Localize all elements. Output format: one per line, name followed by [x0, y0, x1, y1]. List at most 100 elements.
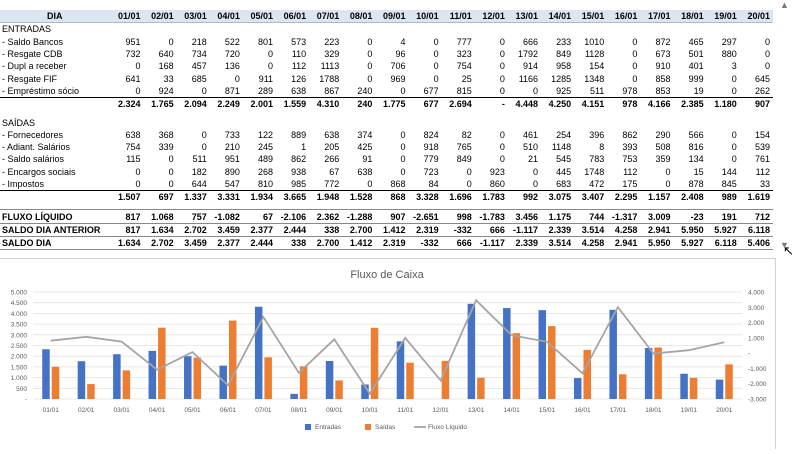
cell-value[interactable]	[309, 116, 342, 128]
cell-value[interactable]: 640	[158, 49, 174, 60]
cell-value[interactable]	[508, 23, 541, 36]
cell-value[interactable]: 2.094	[176, 97, 210, 111]
cell-value[interactable]: 938	[291, 166, 307, 177]
cell-value[interactable]	[276, 23, 309, 36]
cell-value[interactable]: 2.700	[342, 222, 376, 237]
cell-value[interactable]: 765	[456, 142, 472, 153]
cell-value[interactable]: 205	[324, 142, 340, 153]
row-label[interactable]: - Saldo Bancos	[2, 36, 64, 47]
cell-value[interactable]: 425	[357, 142, 373, 153]
cell-value[interactable]: 911	[258, 73, 274, 84]
cell-value[interactable]: 862	[291, 154, 307, 165]
cell-value[interactable]: 5.406	[739, 236, 773, 251]
cell-value[interactable]: 297	[721, 36, 737, 47]
cell-value[interactable]: 0	[731, 142, 737, 153]
cell-value[interactable]: 1.948	[309, 190, 343, 204]
cell-value[interactable]: 0	[764, 61, 770, 72]
cell-value[interactable]: 2.702	[143, 236, 177, 251]
cell-value[interactable]: 978	[607, 97, 641, 111]
cell-value[interactable]: -1.117	[507, 222, 542, 237]
cell-value[interactable]: 2.385	[673, 97, 707, 111]
cell-value[interactable]	[375, 116, 408, 128]
cell-value[interactable]: 815	[456, 85, 472, 96]
cell-value[interactable]: 889	[291, 129, 307, 140]
cell-value[interactable]: 697	[143, 190, 177, 204]
cell-value[interactable]: 907	[739, 97, 773, 111]
cell-value[interactable]: 5.927	[673, 236, 707, 251]
cell-value[interactable]: 817	[110, 209, 144, 224]
cell-value[interactable]: 0	[499, 154, 505, 165]
cell-value[interactable]: 461	[523, 129, 539, 140]
cell-value[interactable]: 2.319	[375, 236, 409, 251]
cell-value[interactable]: 136	[224, 61, 240, 72]
cell-value[interactable]: 2.377	[209, 236, 243, 251]
cell-value[interactable]: 522	[224, 36, 240, 47]
cell-value[interactable]: 720	[224, 49, 240, 60]
cell-value[interactable]: 1010	[584, 36, 605, 47]
cell-value[interactable]	[740, 23, 773, 36]
cell-value[interactable]: 67	[329, 166, 340, 177]
cell-value[interactable]: 3.328	[408, 190, 442, 204]
cell-value[interactable]: 1.775	[375, 97, 409, 111]
cell-value[interactable]: 951	[125, 36, 141, 47]
row-label[interactable]: - Dupl a receber	[2, 61, 67, 72]
cell-value[interactable]: 2.362	[309, 209, 343, 224]
cell-value[interactable]: 0	[400, 154, 406, 165]
cell-value[interactable]: 3.459	[209, 222, 243, 237]
cell-value[interactable]: 706	[390, 61, 406, 72]
cell-value[interactable]: 25	[461, 73, 472, 84]
scroll-down-arrow-icon[interactable]: ▼	[780, 240, 789, 250]
cell-value[interactable]: 1.634	[143, 222, 177, 237]
cell-value[interactable]: 2.941	[607, 236, 641, 251]
cell-value[interactable]: 907	[375, 209, 409, 224]
cell-value[interactable]	[409, 23, 442, 36]
row-label[interactable]: SALDO DIA	[0, 236, 111, 251]
cell-value[interactable]	[607, 23, 640, 36]
cell-value[interactable]: 3.514	[541, 236, 575, 251]
cell-value[interactable]: 67	[242, 209, 277, 224]
cell-value[interactable]: 0	[665, 179, 671, 189]
cell-value[interactable]: 368	[158, 129, 174, 140]
cell-value[interactable]: 489	[258, 154, 274, 165]
cell-value[interactable]	[177, 23, 210, 36]
cell-value[interactable]: 0	[533, 179, 539, 189]
cell-value[interactable]: 19	[693, 85, 704, 96]
cell-value[interactable]: 3.665	[276, 190, 310, 204]
cell-value[interactable]: 757	[176, 209, 210, 224]
cell-value[interactable]: -332	[441, 222, 475, 237]
cell-value[interactable]: 191	[706, 209, 740, 224]
cell-value[interactable]: 233	[556, 36, 572, 47]
cell-value[interactable]: 4.448	[507, 97, 542, 111]
cell-value[interactable]: 401	[688, 61, 704, 72]
cell-value[interactable]: 254	[556, 129, 572, 140]
cell-value[interactable]: 6.118	[706, 236, 740, 251]
cell-value[interactable]: 21	[528, 154, 539, 165]
cell-value[interactable]: 677	[408, 97, 442, 111]
cell-value[interactable]: 872	[655, 36, 671, 47]
cell-value[interactable]: 223	[324, 36, 340, 47]
cell-value[interactable]: 810	[258, 179, 274, 189]
cell-value[interactable]: 0	[764, 36, 770, 47]
cell-value[interactable]: 240	[342, 97, 376, 111]
cell-value[interactable]: 0	[731, 85, 737, 96]
cell-value[interactable]: 871	[224, 85, 240, 96]
cell-value[interactable]: 849	[556, 49, 572, 60]
cell-value[interactable]: 0	[632, 36, 638, 47]
cell-value[interactable]: 0	[433, 49, 439, 60]
cell-value[interactable]: 339	[158, 142, 174, 153]
cell-value[interactable]: 2.249	[209, 97, 243, 111]
row-label[interactable]: FLUXO LÍQUIDO	[0, 209, 111, 224]
cell-value[interactable]	[574, 116, 607, 128]
cell-value[interactable]: 0	[234, 73, 240, 84]
cell-value[interactable]: 853	[655, 85, 671, 96]
cell-value[interactable]	[574, 23, 607, 36]
cell-value[interactable]	[110, 116, 143, 128]
cell-value[interactable]: 783	[589, 154, 605, 165]
cell-value[interactable]: 0	[499, 142, 505, 153]
cell-value[interactable]: 0	[168, 36, 174, 47]
cell-value[interactable]: 925	[556, 85, 572, 96]
cell-value[interactable]: 175	[622, 179, 638, 189]
cell-value[interactable]: 338	[276, 236, 310, 251]
cell-value[interactable]: 880	[721, 49, 737, 60]
cell-value[interactable]: 816	[688, 142, 704, 153]
